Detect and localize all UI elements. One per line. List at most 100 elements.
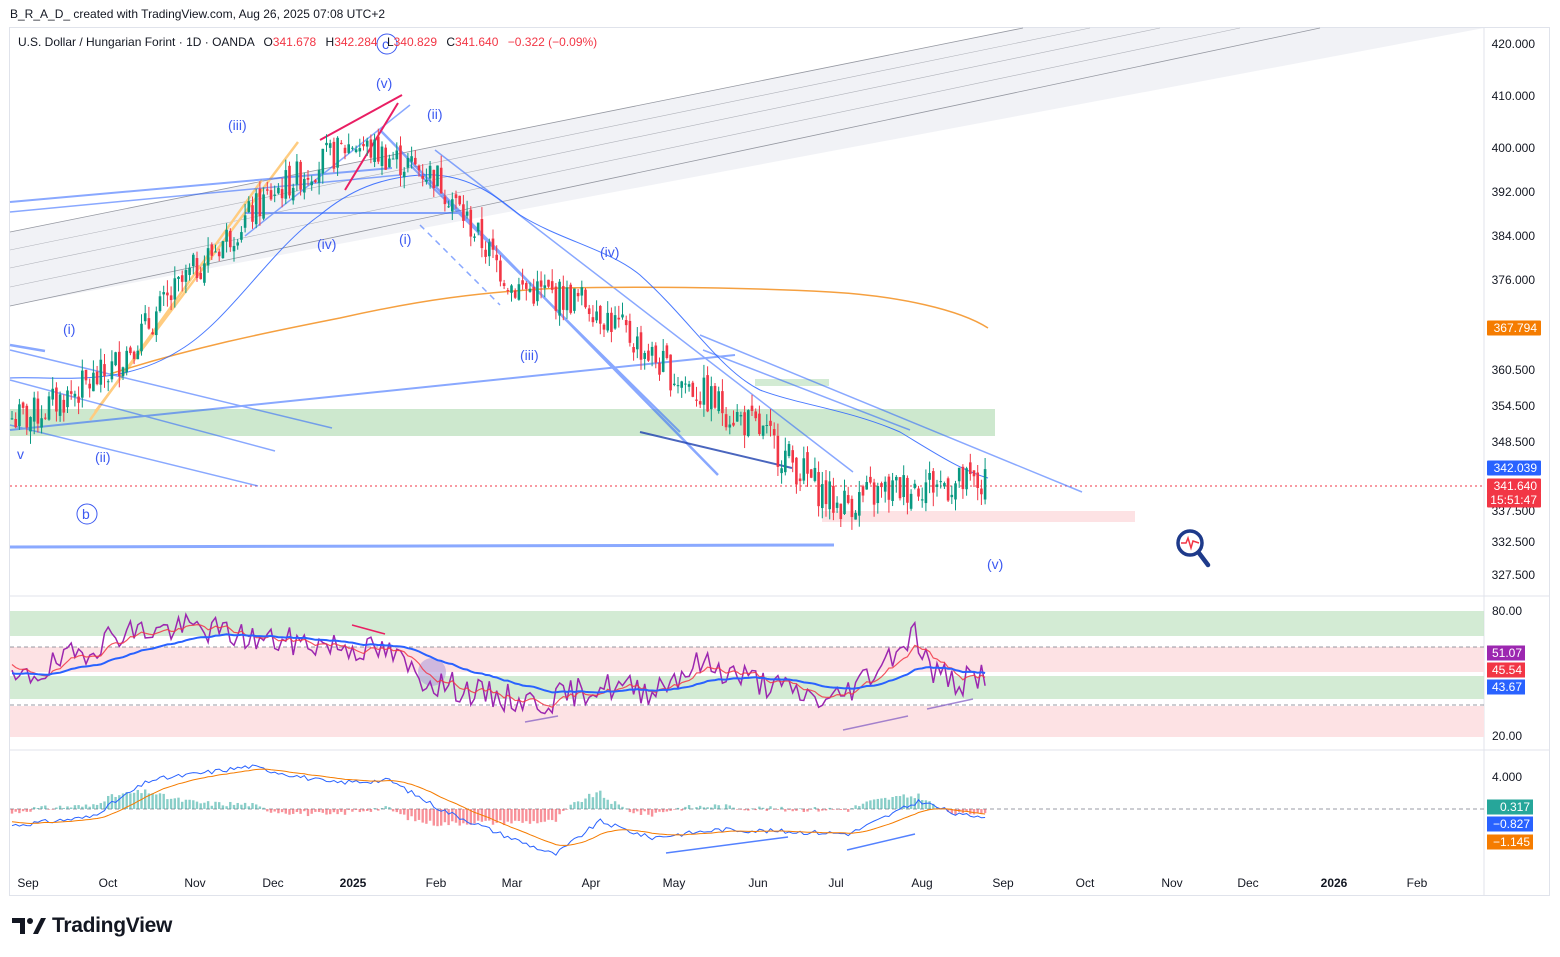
candle-body [576,292,580,297]
rsi-signal-line [11,623,986,708]
candle-body [273,194,276,196]
candle-body [932,471,935,493]
candle-body [502,283,506,286]
macd-badge [1487,816,1533,832]
candle-body [661,350,665,372]
macd-histogram-bar [421,809,424,823]
candle-body [417,165,421,171]
macd-histogram-bar [169,798,173,809]
candle-body [29,417,32,432]
candle-body [639,332,643,360]
macd-histogram-bar [502,809,506,826]
price-tick-label: 392.000 [1492,185,1536,199]
candle-body [295,161,299,185]
magnifier-icon[interactable] [1176,529,1211,568]
candle-body [628,320,632,343]
candle-body [114,352,117,366]
candle-body [658,362,661,375]
candle-body [106,381,110,383]
candle-body [684,383,687,385]
macd-histogram-bar [547,809,550,820]
macd-histogram-bar [828,807,831,809]
candle-body [710,386,713,410]
candle-body [258,188,262,217]
candle-body [791,450,794,463]
tradingview-logo[interactable]: TradingView [12,914,172,938]
candle-body [491,238,495,250]
macd-histogram-bar [895,796,898,809]
macd-histogram-bar [18,809,21,814]
candle-body [225,229,228,242]
macd-histogram-bar [613,801,617,809]
macd-histogram-bar [946,809,950,812]
macd-histogram-bar [665,809,669,812]
macd-histogram-bar [192,800,195,809]
macd-histogram-bar [354,809,358,810]
macd-histogram-bar [129,793,132,809]
macd-histogram-bar [443,809,447,823]
candle-body [887,476,891,500]
candle-body [732,422,735,426]
candle-body [458,195,461,205]
macd-histogram-bar [295,809,299,813]
macd-histogram-bar [203,802,206,809]
macd-histogram-bar [14,809,17,812]
candle-body [765,425,769,427]
candle-body [44,417,47,419]
macd-histogram-bar [850,808,854,809]
macd-histogram-bar [935,807,939,809]
macd-histogram-bar [724,804,728,809]
candle-body [935,484,939,487]
macd-histogram-bar [573,802,576,809]
wave-labels: (i) (ii) (iii) (iv) (v) (i) (ii) (iii) (… [17,33,1003,572]
candle-body [680,381,683,388]
macd-histogram-bar [303,809,306,812]
candle-body [617,317,621,320]
macd-histogram-bar [880,798,883,809]
macd-histogram-bar [876,798,879,809]
macd-histogram-bar [51,809,54,810]
candle-body [595,311,598,321]
candle-body [772,429,776,436]
wave-label: (v) [987,556,1003,572]
macd-histogram-bar [280,809,284,813]
macd-histogram-bar [458,809,461,826]
candle-body [192,254,195,267]
candle-body [728,424,732,428]
price-tick-label: 420.000 [1492,37,1536,51]
resistance-band-small [755,379,829,386]
candle-body [92,372,95,392]
macd-histogram-bar [166,799,169,809]
candle-body [229,230,232,248]
macd-histogram-bar [451,809,454,822]
macd-histogram-bar [358,809,361,813]
price-badge-label: 341.640 [1494,479,1538,493]
candle-body [735,412,739,422]
candle-body [891,480,894,501]
macd-histogram-bar [902,794,905,809]
candle-body [706,375,709,412]
candle-body [569,284,572,313]
candle-body [25,405,29,428]
candle-body [591,317,595,323]
candle-body [769,420,772,426]
macd-histogram-bar [747,809,750,811]
macd-histogram-bar [77,805,80,809]
candle-body [624,320,628,326]
candle-body [869,476,872,483]
macd-histogram-bar [687,805,691,809]
macd-histogram-bar [928,801,931,809]
candle-body [169,295,173,301]
candle-body [351,147,354,149]
candle-body [721,391,724,414]
candle-body [465,211,469,216]
candle-body [362,144,365,147]
macd-histogram-bar [147,793,151,809]
macd-histogram-bar [321,809,324,813]
time-tick-label: Feb [426,876,447,890]
macd-histogram-bar [262,807,265,809]
candle-body [939,481,942,483]
macd-histogram-bar [436,809,439,827]
